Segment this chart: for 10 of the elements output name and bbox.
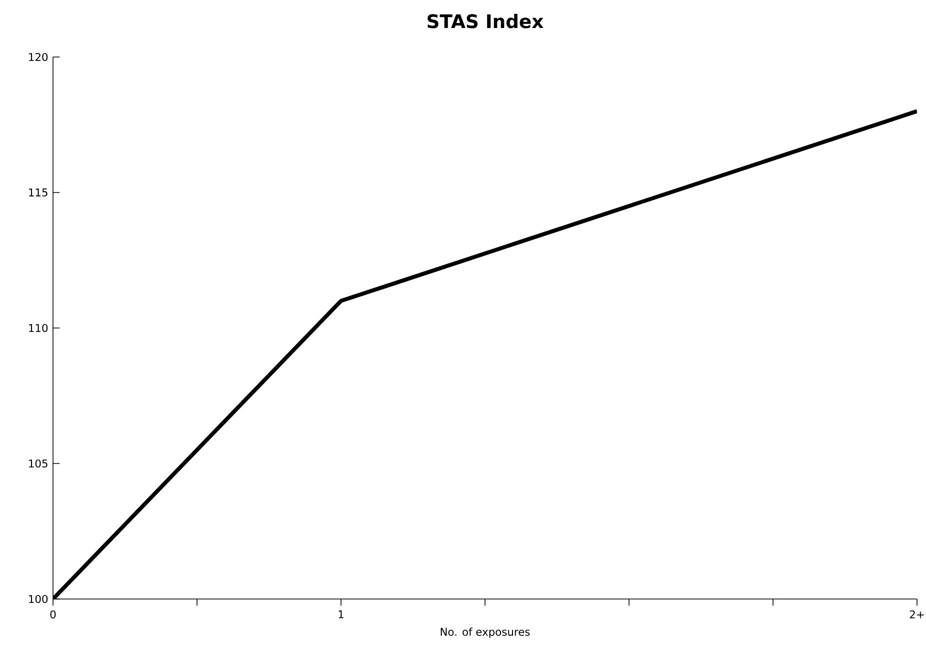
y-tick-label: 115: [29, 188, 48, 196]
x-tick-label: 2+: [910, 610, 924, 618]
x-tick-label: 1: [338, 610, 344, 618]
x-axis-title: No. of exposures: [440, 628, 530, 638]
y-tick-label: 105: [29, 459, 48, 468]
y-tick-label: 120: [29, 52, 48, 62]
y-tick-label: 100: [29, 594, 48, 604]
chart-title: STAS Index: [428, 14, 544, 28]
y-tick-label: 110: [29, 324, 48, 332]
x-tick-label: 0: [50, 610, 56, 618]
